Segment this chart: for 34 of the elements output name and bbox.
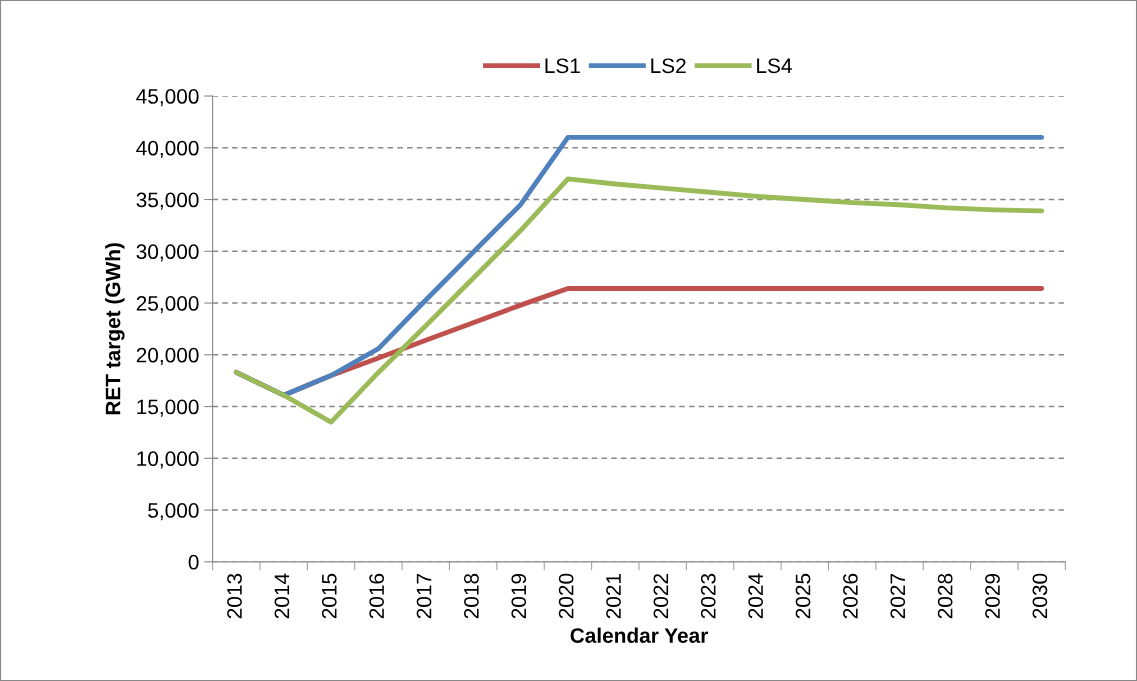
x-axis-title: Calendar Year [570, 627, 708, 643]
y-tick-label: 10,000 [137, 451, 199, 469]
x-tick-label: 2021 [606, 573, 621, 619]
x-tick-label: 2022 [653, 573, 669, 619]
legend-label: LS1 [545, 58, 580, 74]
x-tick-label: 2015 [321, 573, 337, 619]
x-tick-label: 2027 [890, 573, 906, 619]
y-tick-label: 25,000 [136, 296, 199, 314]
y-axis-title: RET target (GWh) [105, 243, 125, 415]
x-tick-label: 2024 [748, 573, 764, 619]
y-tick-label: 45,000 [136, 89, 199, 107]
x-tick-label: 2018 [464, 573, 479, 619]
x-tick-label: 2026 [843, 573, 858, 619]
y-tick-label: 0 [188, 554, 199, 570]
y-tick-label: 15,000 [137, 399, 199, 417]
legend-label: LS4 [757, 58, 792, 74]
x-tick-label: 2020 [558, 573, 574, 619]
legend-label: LS2 [651, 58, 686, 74]
y-tick-label: 5,000 [148, 503, 199, 521]
x-tick-label: 2028 [937, 573, 953, 619]
x-tick-label: 2029 [985, 573, 1000, 619]
x-tick-label: 2023 [700, 573, 716, 619]
x-tick-label: 2016 [369, 573, 385, 619]
x-tick-label: 2014 [274, 573, 290, 619]
line-series [233, 176, 1045, 425]
y-tick-label: 40,000 [136, 140, 199, 158]
y-tick-label: 30,000 [136, 244, 199, 262]
x-tick-label: 2013 [227, 573, 242, 619]
x-tick-label: 2030 [1032, 573, 1048, 619]
y-tick-label: 35,000 [136, 192, 199, 210]
x-tick-label: 2025 [795, 573, 811, 619]
y-tick-label: 20,000 [136, 347, 199, 366]
x-tick-label: 2019 [511, 573, 527, 619]
x-tick-label: 2017 [416, 573, 432, 619]
